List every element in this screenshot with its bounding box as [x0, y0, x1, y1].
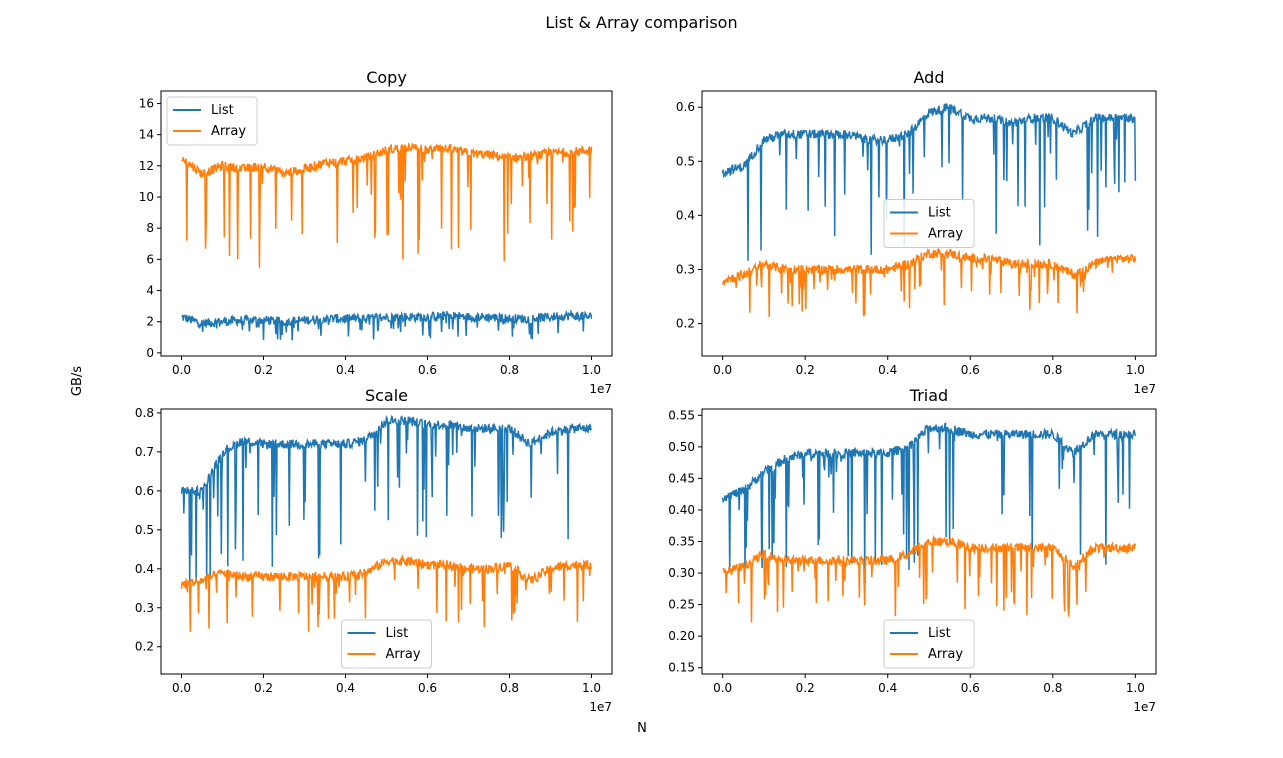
- subplot-copy: Copy 0.0 0.2 0.4 0.6 0.8 1.0 1e7 0 2 4 6 8 10 12 14 16 Li…: [139, 68, 613, 396]
- x-tick-label: 0.6: [961, 681, 980, 695]
- axes-frame: [160, 90, 613, 357]
- x-offset-label: 1e7: [1133, 700, 1156, 714]
- series-group: [721, 103, 1137, 317]
- x-tick-label: 0.2: [254, 363, 273, 377]
- subplot-add: Add 0.0 0.2 0.4 0.6 0.8 1.0 1e7 0.2 0.3 0.4 0.5 0.6 L…: [676, 68, 1157, 396]
- y-tick-label: 0.8: [135, 406, 154, 420]
- legend: List Array: [166, 96, 258, 146]
- x-tick-label: 0.0: [713, 681, 732, 695]
- y-tick-label: 0.20: [668, 629, 695, 643]
- y-tick-label: 0.5: [676, 154, 695, 168]
- series-line-list: [721, 103, 1137, 261]
- axes-frame: [160, 408, 613, 675]
- x-tick-label: 0.2: [254, 681, 273, 695]
- x-tick-label: 1.0: [1126, 681, 1145, 695]
- y-tick-label: 0.45: [668, 471, 695, 485]
- axes-frame: [701, 90, 1157, 357]
- y-tick-label: 0: [146, 346, 154, 360]
- y-tick-label: 0.6: [135, 484, 154, 498]
- y-tick-label: 4: [146, 284, 154, 298]
- series-group: [180, 414, 593, 633]
- y-tick-label: 0.25: [668, 598, 695, 612]
- y-tick-label: 0.50: [668, 440, 695, 454]
- legend-label-array: Array: [928, 227, 963, 242]
- y-tick-label: 10: [139, 190, 154, 204]
- x-offset-label: 1e7: [1133, 382, 1156, 396]
- x-tick-label: 0.6: [418, 363, 437, 377]
- y-tick-label: 0.2: [676, 317, 695, 331]
- x-offset-label: 1e7: [589, 382, 612, 396]
- y-tick-label: 14: [139, 128, 154, 142]
- subplot-scale: Scale 0.0 0.2 0.4 0.6 0.8 1.0 1e7 0.2 0.3 0.4 0.5 0.…: [135, 386, 613, 714]
- series-line-list: [181, 309, 593, 341]
- x-tick-label: 1.0: [1126, 363, 1145, 377]
- legend-label-array: Array: [386, 647, 421, 662]
- legend-label-list: List: [928, 626, 951, 641]
- subplot-title: Add: [914, 68, 945, 87]
- x-tick-label: 0.0: [172, 363, 191, 377]
- legend-label-array: Array: [211, 124, 246, 139]
- x-tick-label: 0.8: [500, 363, 519, 377]
- y-tick-label: 0.7: [135, 445, 154, 459]
- y-tick-label: 0.5: [135, 523, 154, 537]
- x-tick-label: 0.4: [878, 681, 897, 695]
- x-tick-label: 0.4: [336, 681, 355, 695]
- y-tick-label: 0.2: [135, 640, 154, 654]
- subplot-triad: Triad 0.0 0.2 0.4 0.6 0.8 1.0 1e7 0.15 0.20 0.25 0.…: [668, 386, 1157, 714]
- x-tick-label: 1.0: [582, 681, 601, 695]
- series-group: [180, 142, 593, 341]
- series-group: [721, 422, 1137, 623]
- x-tick-label: 0.8: [1043, 363, 1062, 377]
- y-tick-label: 0.3: [676, 262, 695, 276]
- legend: List Array: [341, 619, 432, 669]
- y-tick-label: 0.6: [676, 100, 695, 114]
- x-tick-label: 0.8: [500, 681, 519, 695]
- y-tick-label: 8: [146, 221, 154, 235]
- x-tick-label: 0.4: [336, 363, 355, 377]
- y-tick-label: 0.4: [135, 562, 154, 576]
- x-tick-label: 0.2: [796, 681, 815, 695]
- legend: List Array: [883, 619, 975, 669]
- series-line-array: [722, 534, 1137, 623]
- figure-xlabel: N: [637, 721, 647, 736]
- figure-title: List & Array comparison: [545, 13, 737, 32]
- y-tick-label: 0.4: [676, 208, 695, 222]
- x-offset-label: 1e7: [589, 700, 612, 714]
- x-tick-label: 0.2: [796, 363, 815, 377]
- series-line-list: [721, 422, 1137, 573]
- series-line-list: [180, 414, 592, 586]
- legend: List Array: [883, 199, 975, 248]
- x-tick-label: 0.6: [961, 363, 980, 377]
- y-tick-label: 6: [146, 252, 154, 266]
- y-tick-label: 0.3: [135, 601, 154, 615]
- y-tick-label: 0.30: [668, 566, 695, 580]
- y-tick-label: 16: [139, 96, 154, 110]
- subplot-title: Copy: [366, 68, 407, 87]
- series-line-array: [180, 142, 593, 268]
- x-tick-label: 0.0: [172, 681, 191, 695]
- x-tick-label: 0.8: [1043, 681, 1062, 695]
- y-tick-label: 0.35: [668, 535, 695, 549]
- legend-label-array: Array: [928, 647, 963, 662]
- y-tick-label: 0.40: [668, 503, 695, 517]
- y-tick-label: 0.15: [668, 661, 695, 675]
- x-tick-label: 1.0: [582, 363, 601, 377]
- y-tick-label: 0.55: [668, 408, 695, 422]
- legend-label-list: List: [211, 103, 234, 118]
- y-tick-label: 2: [146, 315, 154, 329]
- subplot-title: Scale: [365, 386, 408, 405]
- figure-ylabel: GB/s: [70, 366, 85, 396]
- series-line-array: [721, 247, 1137, 317]
- subplot-title: Triad: [909, 386, 948, 405]
- subplots-group: Copy 0.0 0.2 0.4 0.6 0.8 1.0 1e7 0 2 4 6 8 10 12 14 16 Li…: [135, 68, 1157, 714]
- series-line-array: [180, 554, 593, 633]
- x-tick-label: 0.6: [418, 681, 437, 695]
- legend-label-list: List: [928, 206, 951, 221]
- legend-label-list: List: [386, 626, 409, 641]
- y-tick-label: 12: [139, 159, 154, 173]
- x-tick-label: 0.0: [713, 363, 732, 377]
- x-tick-label: 0.4: [878, 363, 897, 377]
